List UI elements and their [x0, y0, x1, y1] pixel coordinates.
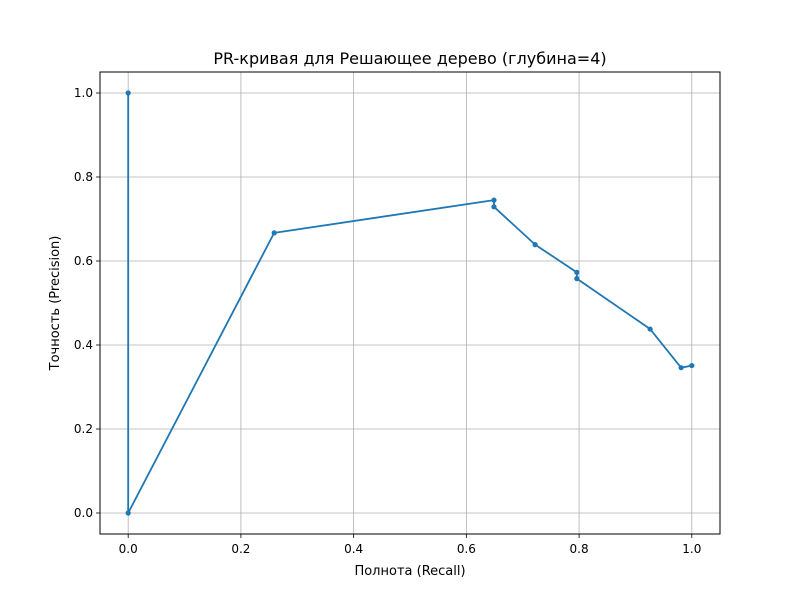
y-axis-ticks: 0.0 0.2 0.4 0.6 0.8 1.0: [74, 86, 100, 520]
x-tick-label: 0.4: [344, 542, 363, 556]
y-tick-label: 0.8: [74, 170, 93, 184]
grid: [100, 72, 720, 534]
y-tick-label: 1.0: [74, 86, 93, 100]
pr-curve-point: [574, 269, 580, 275]
x-tick-label: 0.6: [457, 542, 476, 556]
x-tick-label: 0.0: [119, 542, 138, 556]
y-tick-label: 0.6: [74, 254, 93, 268]
x-axis-label: Полнота (Recall): [354, 564, 465, 579]
pr-curve-point: [574, 276, 580, 282]
pr-curve-point: [491, 197, 497, 203]
x-axis-ticks: 0.0 0.2 0.4 0.6 0.8 1.0: [119, 534, 701, 556]
chart-title: PR-кривая для Решающее дерево (глубина=4…: [213, 49, 606, 68]
y-axis-label: Точность (Precision): [48, 236, 63, 372]
pr-curve-point: [271, 230, 277, 236]
plot-frame: [99, 71, 721, 535]
x-tick-label: 0.8: [570, 542, 589, 556]
y-tick-label: 0.2: [74, 422, 93, 436]
pr-curve-point: [689, 362, 695, 369]
pr-curve-point: [125, 90, 131, 96]
x-tick-label: 1.0: [682, 542, 701, 556]
pr-curve-point: [532, 242, 538, 248]
pr-curve-point: [491, 204, 497, 210]
x-tick-label: 0.2: [231, 542, 250, 556]
pr-curve-point: [647, 326, 653, 332]
pr-curve-point: [678, 365, 684, 371]
y-tick-label: 0.4: [74, 338, 93, 352]
pr-curve-point: [125, 510, 131, 516]
y-tick-label: 0.0: [74, 506, 93, 520]
series-layer: [125, 90, 695, 516]
